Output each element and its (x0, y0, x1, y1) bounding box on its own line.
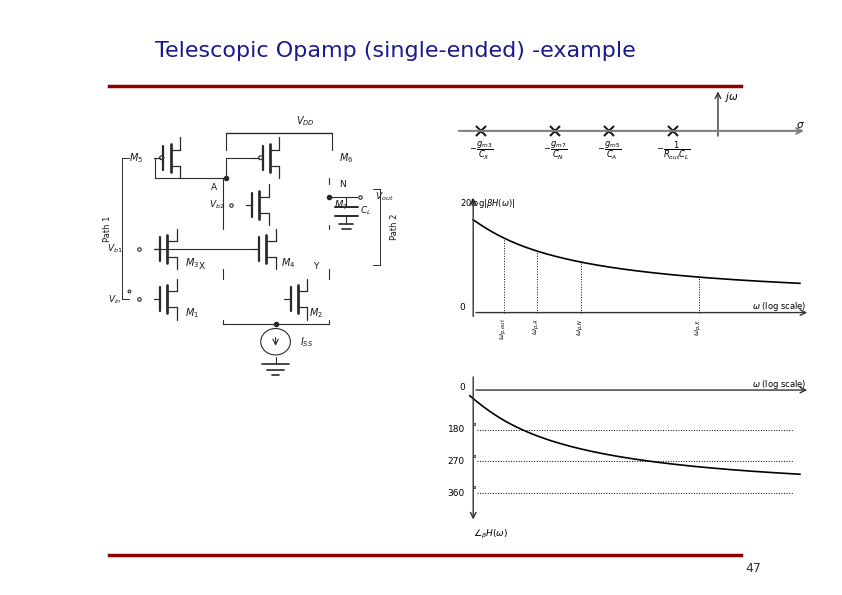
Text: 180: 180 (448, 425, 465, 434)
Text: $\omega_{p,N}$: $\omega_{p,N}$ (576, 318, 586, 336)
Text: $j\omega$: $j\omega$ (724, 90, 738, 104)
Text: $-\dfrac{g_{m3}}{C_X}$: $-\dfrac{g_{m3}}{C_X}$ (469, 140, 493, 162)
Text: 0: 0 (459, 383, 465, 392)
Text: $\omega$ (log scale): $\omega$ (log scale) (752, 300, 807, 313)
Text: 0: 0 (459, 303, 465, 312)
Text: Y: Y (313, 262, 319, 271)
Text: °: ° (472, 487, 476, 496)
Text: $M_4$: $M_4$ (280, 256, 296, 270)
Text: $C_L$: $C_L$ (360, 205, 371, 218)
Text: 270: 270 (448, 457, 465, 466)
Text: $V_{in}$: $V_{in}$ (108, 293, 121, 306)
Text: $I_{SS}$: $I_{SS}$ (301, 335, 313, 349)
Text: $M_3$: $M_3$ (185, 256, 200, 270)
Text: $V_{b2}$: $V_{b2}$ (210, 199, 225, 211)
Text: 360: 360 (448, 488, 465, 497)
Text: 47: 47 (746, 562, 761, 575)
Text: $M_5$: $M_5$ (129, 151, 143, 165)
Text: A: A (210, 183, 216, 192)
Text: $20\log|\beta H(\omega)|$: $20\log|\beta H(\omega)|$ (460, 197, 515, 210)
Text: $\omega_{p,A}$: $\omega_{p,A}$ (532, 318, 542, 335)
Text: Path 2: Path 2 (390, 214, 398, 240)
Text: $M_1$: $M_1$ (185, 306, 200, 320)
Text: $V_{DD}$: $V_{DD}$ (296, 115, 315, 129)
Text: X: X (198, 262, 205, 271)
Text: $V_{b1}$: $V_{b1}$ (107, 243, 122, 255)
Text: $M_6$: $M_6$ (339, 151, 354, 165)
Text: $V_{out}$: $V_{out}$ (375, 191, 393, 203)
Text: $M_2$: $M_2$ (309, 306, 323, 320)
Text: $\omega_{p,out}$: $\omega_{p,out}$ (498, 318, 509, 340)
Text: $\sigma$: $\sigma$ (796, 120, 804, 130)
Text: $\angle_\beta H(\omega)$: $\angle_\beta H(\omega)$ (473, 528, 509, 541)
Text: °: ° (472, 423, 476, 432)
Text: Path 1: Path 1 (103, 215, 112, 242)
Text: $M_7$: $M_7$ (334, 198, 348, 212)
Text: $\omega_{p,X}$: $\omega_{p,X}$ (694, 318, 704, 336)
Text: $-\dfrac{g_{m7}}{C_N}$: $-\dfrac{g_{m7}}{C_N}$ (543, 140, 567, 162)
Text: Telescopic Opamp (single-ended) -example: Telescopic Opamp (single-ended) -example (156, 40, 636, 61)
Text: N: N (339, 180, 346, 189)
Text: $-\dfrac{1}{R_{out}C_L}$: $-\dfrac{1}{R_{out}C_L}$ (657, 140, 690, 162)
Text: $\omega$ (log scale): $\omega$ (log scale) (752, 378, 807, 392)
Text: °: ° (472, 455, 476, 464)
Text: $-\dfrac{g_{m5}}{C_A}$: $-\dfrac{g_{m5}}{C_A}$ (597, 140, 621, 162)
